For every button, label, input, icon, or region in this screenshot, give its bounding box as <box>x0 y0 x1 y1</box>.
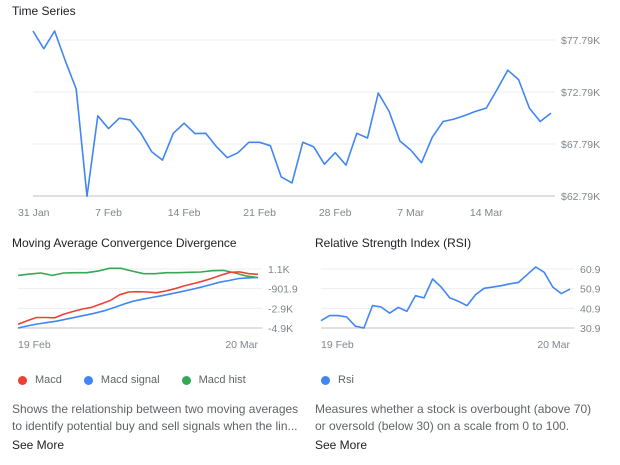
time-series-y-tick: $77.79K <box>561 35 600 47</box>
time-series-x-tick: 28 Feb <box>319 207 352 219</box>
rsi-title: Relative Strength Index (RSI) <box>315 236 472 250</box>
time-series-y-tick: $67.79K <box>561 139 600 151</box>
macd-title: Moving Average Convergence Divergence <box>12 236 237 250</box>
time-series-y-tick: $62.79K <box>561 191 600 203</box>
macd-description: Shows the relationship between two movin… <box>12 402 299 433</box>
legend-macd-signal[interactable]: Macd signal <box>100 374 160 386</box>
macd-y-tick: -901.9 <box>268 284 298 296</box>
time-series-x-tick: 14 Feb <box>168 207 201 219</box>
time-series-x-tick: 21 Feb <box>243 207 276 219</box>
macd-series-line-2 <box>17 276 259 329</box>
macd-y-tick: -2.9K <box>268 303 293 315</box>
macd-series-line-0 <box>17 267 259 279</box>
rsi-x-tick: 20 Mar <box>537 339 570 351</box>
rsi-y-tick: 30.9 <box>580 323 601 335</box>
legend-macd[interactable]: Macd <box>35 374 62 386</box>
macd-legend-dot <box>18 375 27 385</box>
time-series-title: Time Series <box>12 4 76 18</box>
time-series-y-tick: $72.79K <box>561 87 600 99</box>
macd-y-tick: 1.1K <box>268 264 290 276</box>
legend-macd-hist[interactable]: Macd hist <box>198 374 246 386</box>
legend-rsi[interactable]: Rsi <box>338 374 354 386</box>
macd-x-tick: 20 Mar <box>225 339 258 351</box>
macd-x-tick: 19 Feb <box>18 339 51 351</box>
rsi-x-tick: 19 Feb <box>321 339 354 351</box>
rsi-y-tick: 50.9 <box>580 284 601 296</box>
rsi-legend-dot <box>321 375 330 385</box>
time-series-series-line-0 <box>32 30 552 198</box>
macd-series-line-1 <box>17 271 259 326</box>
rsi-y-tick: 60.9 <box>580 264 601 276</box>
macd-legend: Macd Macd signal Macd hist <box>18 374 246 386</box>
time-series-x-tick: 14 Mar <box>470 207 503 219</box>
hist-legend-dot <box>181 375 191 385</box>
rsi-description: Measures whether a stock is overbought (… <box>315 402 592 433</box>
macd-see-more-link[interactable]: See More <box>12 438 65 452</box>
signal-legend-dot <box>83 375 93 385</box>
macd-y-tick: -4.9K <box>268 323 293 335</box>
rsi-see-more-link[interactable]: See More <box>315 438 368 452</box>
time-series-x-tick: 7 Mar <box>397 207 424 219</box>
rsi-y-tick: 40.9 <box>580 303 601 315</box>
rsi-legend: Rsi <box>321 374 354 386</box>
rsi-series-line-0 <box>320 266 571 329</box>
time-series-x-tick: 7 Feb <box>95 207 122 219</box>
time-series-x-tick: 31 Jan <box>18 207 50 219</box>
